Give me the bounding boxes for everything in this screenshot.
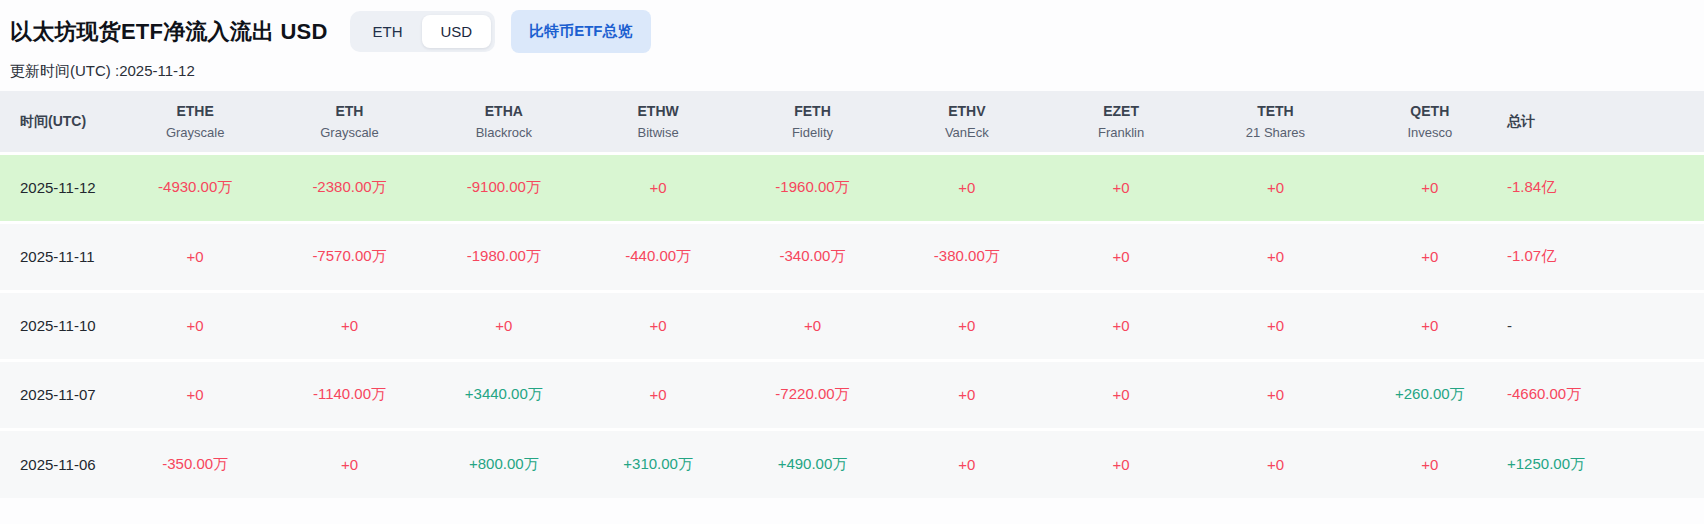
flow-cell: +0 [581,153,735,222]
column-header-time: 时间(UTC) [0,91,118,153]
date-cell: 2025-11-12 [0,153,118,222]
flow-cell: +0 [1198,291,1352,360]
flow-cell: +0 [1198,153,1352,222]
flow-cell: -1140.00万 [272,360,426,429]
flow-cell: -1960.00万 [735,153,889,222]
flow-cell: +0 [118,291,272,360]
flow-cell: -340.00万 [735,222,889,291]
toggle-eth-button[interactable]: ETH [354,15,422,48]
flow-cell: -7220.00万 [735,360,889,429]
table-header-row: 时间(UTC)ETHEGrayscaleETHGrayscaleETHABlac… [0,91,1704,153]
table-row: 2025-11-06-350.00万+0+800.00万+310.00万+490… [0,429,1704,498]
flow-cell: +0 [1353,429,1507,498]
flow-cell: +0 [581,360,735,429]
flow-cell: -350.00万 [118,429,272,498]
etf-flow-page: 以太坊现货ETF净流入流出 USD ETH USD 比特币ETF总览 更新时间(… [0,0,1704,524]
table-row: 2025-11-12-4930.00万-2380.00万-9100.00万+0-… [0,153,1704,222]
column-header: QETHInvesco [1353,91,1507,153]
top-bar: 以太坊现货ETF净流入流出 USD ETH USD 比特币ETF总览 [0,0,1704,53]
flow-cell: -440.00万 [581,222,735,291]
flow-cell: +310.00万 [581,429,735,498]
date-cell: 2025-11-11 [0,222,118,291]
flow-cell: +0 [1353,153,1507,222]
flow-cell: +800.00万 [427,429,581,498]
etf-flow-table: 时间(UTC)ETHEGrayscaleETHGrayscaleETHABlac… [0,91,1704,498]
flow-cell: -7570.00万 [272,222,426,291]
flow-cell: +0 [890,153,1044,222]
column-header: EZETFranklin [1044,91,1198,153]
table-row: 2025-11-07+0-1140.00万+3440.00万+0-7220.00… [0,360,1704,429]
flow-cell: +0 [427,291,581,360]
flow-cell: +260.00万 [1353,360,1507,429]
page-title: 以太坊现货ETF净流入流出 USD [10,17,328,47]
table-row: 2025-11-10+0+0+0+0+0+0+0+0+0- [0,291,1704,360]
flow-cell: +0 [1044,429,1198,498]
total-cell: +1250.00万 [1507,429,1704,498]
flow-cell: +0 [1198,429,1352,498]
flow-cell: +0 [735,291,889,360]
toggle-usd-button[interactable]: USD [422,15,492,48]
flow-cell: -380.00万 [890,222,1044,291]
total-cell: -1.07亿 [1507,222,1704,291]
flow-cell: +0 [118,222,272,291]
column-header: ETHEGrayscale [118,91,272,153]
flow-cell: +0 [890,429,1044,498]
column-header: ETHABlackrock [427,91,581,153]
flow-cell: +0 [890,291,1044,360]
column-header: FETHFidelity [735,91,889,153]
column-header: TETH21 Shares [1198,91,1352,153]
column-header-total: 总计 [1507,91,1704,153]
flow-cell: +0 [1198,360,1352,429]
currency-toggle[interactable]: ETH USD [350,11,496,52]
btc-etf-overview-button[interactable]: 比特币ETF总览 [511,10,650,53]
flow-cell: +0 [272,291,426,360]
flow-cell: +490.00万 [735,429,889,498]
flow-cell: +0 [1044,360,1198,429]
flow-cell: +0 [1044,291,1198,360]
flow-cell: +0 [1353,222,1507,291]
total-cell: - [1507,291,1704,360]
flow-cell: -4930.00万 [118,153,272,222]
update-time: 更新时间(UTC) :2025-11-12 [0,53,1704,91]
date-cell: 2025-11-07 [0,360,118,429]
flow-cell: -2380.00万 [272,153,426,222]
flow-cell: +0 [118,360,272,429]
flow-cell: +0 [1353,291,1507,360]
flow-cell: -1980.00万 [427,222,581,291]
total-cell: -1.84亿 [1507,153,1704,222]
column-header: ETHVVanEck [890,91,1044,153]
flow-cell: +3440.00万 [427,360,581,429]
column-header: ETHWBitwise [581,91,735,153]
flow-cell: +0 [890,360,1044,429]
flow-cell: -9100.00万 [427,153,581,222]
flow-cell: +0 [581,291,735,360]
column-header: ETHGrayscale [272,91,426,153]
flow-cell: +0 [1044,153,1198,222]
flow-cell: +0 [1044,222,1198,291]
table-row: 2025-11-11+0-7570.00万-1980.00万-440.00万-3… [0,222,1704,291]
flow-cell: +0 [272,429,426,498]
flow-cell: +0 [1198,222,1352,291]
date-cell: 2025-11-06 [0,429,118,498]
total-cell: -4660.00万 [1507,360,1704,429]
date-cell: 2025-11-10 [0,291,118,360]
